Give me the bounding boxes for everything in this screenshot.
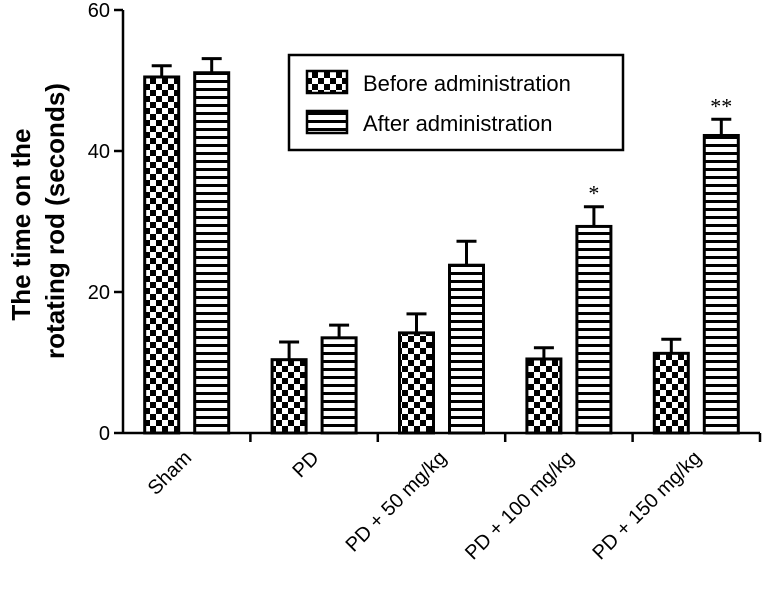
- y-axis-label-line-1: The time on the: [6, 129, 36, 321]
- bar-after: [702, 133, 740, 435]
- category-label: PD: [288, 447, 323, 482]
- legend-label-before: Before administration: [363, 71, 571, 96]
- bar-after: [448, 263, 485, 435]
- y-tick-label: 20: [88, 282, 110, 304]
- bar-before: [143, 75, 181, 435]
- category-label: PD + 150 mg/kg: [588, 447, 705, 564]
- legend-swatch-after: [305, 109, 349, 135]
- category-labels: Sham PD PD + 50 mg/kg PD + 100 mg/kg PD + 15…: [144, 447, 706, 564]
- y-axis-label: The time on the rotating rod (seconds): [6, 83, 70, 359]
- bars-group: [143, 71, 740, 435]
- bar-before: [270, 358, 308, 435]
- significance-label: **: [710, 93, 732, 118]
- bar-after: [320, 336, 358, 435]
- bar-after: [193, 71, 231, 435]
- y-axis-label-line-2: rotating rod (seconds): [40, 83, 70, 359]
- y-axis: 0 20 40 60: [88, 0, 125, 445]
- category-label: Sham: [144, 447, 197, 500]
- y-tick-label: 40: [88, 141, 110, 163]
- y-tick-label: 60: [88, 0, 110, 22]
- legend-swatch-before: [305, 69, 349, 95]
- bar-before: [398, 331, 435, 435]
- legend: Before administration After administrati…: [287, 53, 625, 152]
- category-label: PD + 100 mg/kg: [461, 447, 578, 564]
- legend-label-after: After administration: [363, 111, 553, 136]
- bar-after: [575, 224, 613, 435]
- bar-before: [652, 351, 690, 435]
- significance-label: *: [588, 181, 599, 206]
- error-bars-group: [151, 57, 732, 360]
- category-label: PD + 50 mg/kg: [342, 447, 451, 556]
- bar-before: [525, 357, 563, 435]
- y-tick-label: 0: [99, 423, 110, 445]
- annotations-group: ***: [588, 93, 732, 205]
